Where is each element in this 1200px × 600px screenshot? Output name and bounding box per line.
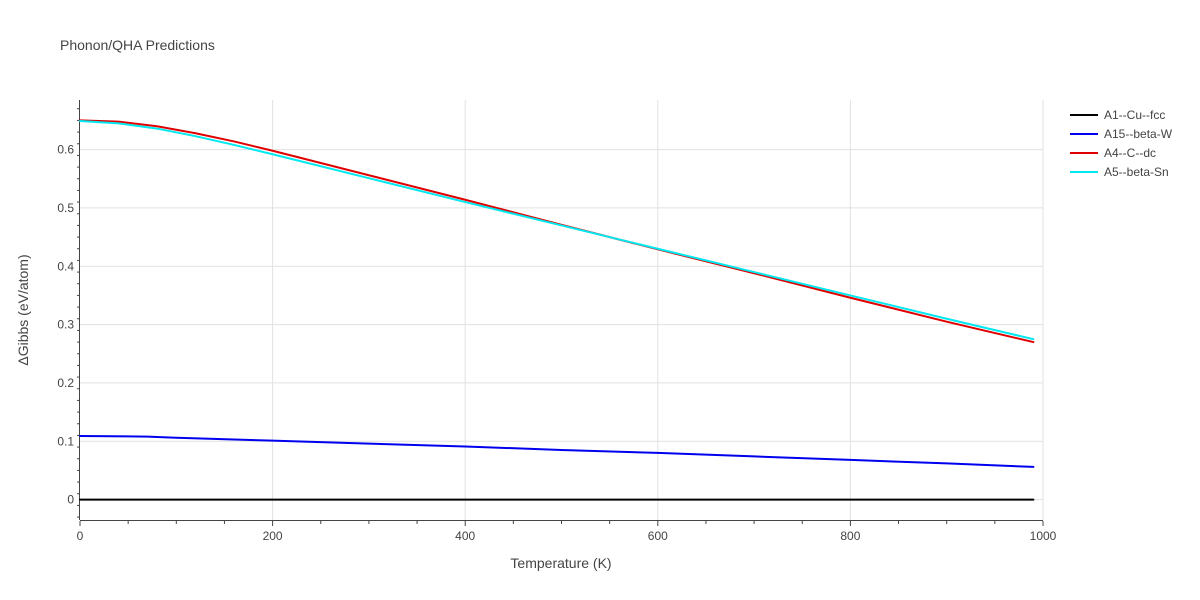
series-group xyxy=(79,119,1035,501)
y-tick-label: 0 xyxy=(67,493,74,507)
x-tick-label: 400 xyxy=(455,529,475,543)
chart-title: Phonon/QHA Predictions xyxy=(60,37,215,53)
x-tick-label: 600 xyxy=(648,529,668,543)
y-tick-label: 0.1 xyxy=(57,434,74,448)
x-tick-label: 800 xyxy=(840,529,860,543)
x-tick-label: 200 xyxy=(263,529,283,543)
x-tick-label: 1000 xyxy=(1030,529,1057,543)
legend-label: A5--beta-Sn xyxy=(1104,165,1169,179)
y-axis-title: ΔGibbs (eV/atom) xyxy=(15,254,31,365)
y-tick-label: 0.5 xyxy=(57,201,74,215)
y-tick-label: 0.3 xyxy=(57,318,74,332)
legend-item[interactable]: A4--C--dc xyxy=(1070,146,1156,160)
legend-label: A15--beta-W xyxy=(1104,127,1173,141)
legend-label: A4--C--dc xyxy=(1104,146,1156,160)
x-axis-title: Temperature (K) xyxy=(510,555,611,571)
series-line xyxy=(79,119,1035,344)
legend-label: A1--Cu--fcc xyxy=(1104,108,1165,122)
legend-item[interactable]: A5--beta-Sn xyxy=(1070,165,1169,179)
axes: 0 200 400 600 800 1000 0 0.1 0.2 0.3 0.4 0.5 0.6 xyxy=(57,100,1057,543)
y-tick-label: 0.6 xyxy=(57,143,74,157)
x-tick-label: 0 xyxy=(77,529,84,543)
y-tick-label: 0.4 xyxy=(57,259,74,273)
legend[interactable]: A1--Cu--fcc A15--beta-W A4--C--dc A5--beta-… xyxy=(1070,108,1173,179)
y-tick-label: 0.2 xyxy=(57,376,74,390)
series-line xyxy=(79,120,1035,341)
legend-item[interactable]: A15--beta-W xyxy=(1070,127,1173,141)
series-line xyxy=(79,435,1035,468)
legend-item[interactable]: A1--Cu--fcc xyxy=(1070,108,1165,122)
